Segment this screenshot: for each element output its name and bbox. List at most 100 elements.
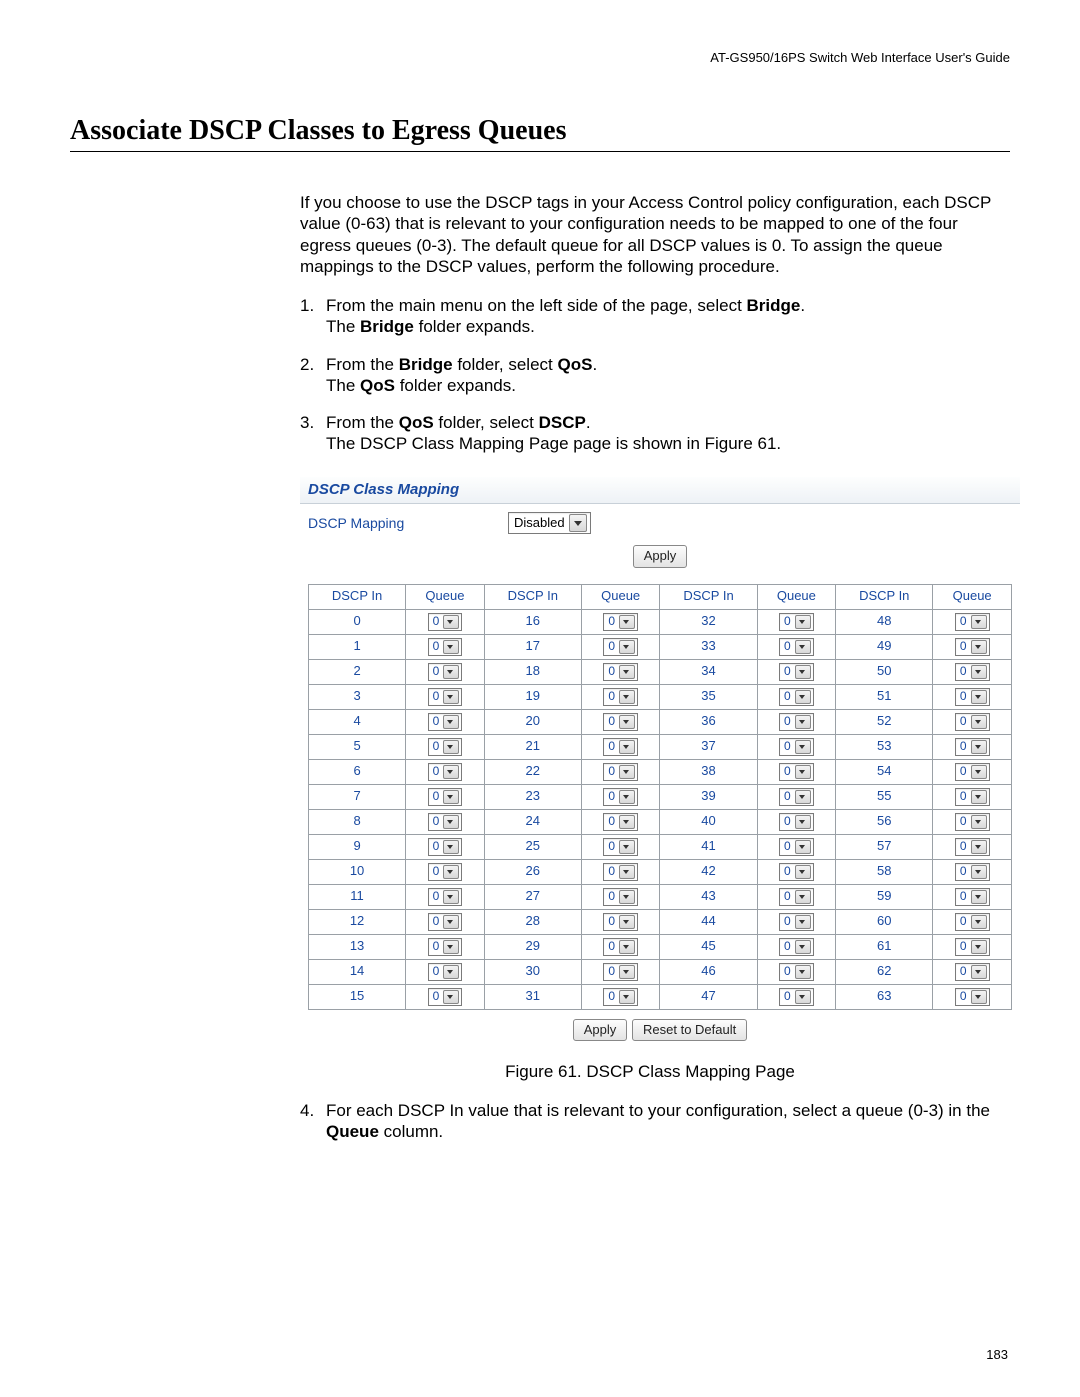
queue-select[interactable]: 0	[428, 763, 463, 781]
queue-select[interactable]: 0	[603, 838, 638, 856]
queue-cell: 0	[933, 884, 1012, 909]
queue-select[interactable]: 0	[779, 763, 814, 781]
queue-select[interactable]: 0	[779, 938, 814, 956]
queue-select[interactable]: 0	[603, 663, 638, 681]
reset-button[interactable]: Reset to Default	[632, 1019, 747, 1041]
queue-select[interactable]: 0	[428, 988, 463, 1006]
queue-select[interactable]: 0	[779, 913, 814, 931]
queue-select[interactable]: 0	[779, 813, 814, 831]
queue-value: 0	[608, 864, 615, 879]
queue-value: 0	[784, 639, 791, 654]
queue-select[interactable]: 0	[603, 688, 638, 706]
queue-select[interactable]: 0	[603, 963, 638, 981]
queue-select[interactable]: 0	[603, 738, 638, 756]
queue-select[interactable]: 0	[603, 863, 638, 881]
queue-select[interactable]: 0	[428, 963, 463, 981]
queue-select[interactable]: 0	[428, 813, 463, 831]
queue-select[interactable]: 0	[955, 713, 990, 731]
queue-value: 0	[784, 914, 791, 929]
queue-cell: 0	[406, 809, 485, 834]
chevron-down-icon	[795, 940, 811, 954]
dscp-in-cell: 15	[309, 984, 406, 1009]
queue-select[interactable]: 0	[779, 863, 814, 881]
queue-select[interactable]: 0	[603, 888, 638, 906]
queue-select[interactable]: 0	[955, 988, 990, 1006]
queue-select[interactable]: 0	[955, 888, 990, 906]
queue-select[interactable]: 0	[428, 788, 463, 806]
queue-select[interactable]: 0	[428, 663, 463, 681]
chevron-down-icon	[795, 890, 811, 904]
queue-select[interactable]: 0	[603, 713, 638, 731]
queue-select[interactable]: 0	[779, 963, 814, 981]
queue-select[interactable]: 0	[428, 713, 463, 731]
queue-select[interactable]: 0	[955, 963, 990, 981]
queue-select[interactable]: 0	[603, 638, 638, 656]
queue-select[interactable]: 0	[955, 913, 990, 931]
queue-select[interactable]: 0	[955, 763, 990, 781]
queue-cell: 0	[581, 859, 660, 884]
queue-select[interactable]: 0	[428, 913, 463, 931]
queue-cell: 0	[581, 784, 660, 809]
table-row: 40200360520	[309, 709, 1012, 734]
col-dscp: DSCP In	[660, 584, 757, 609]
queue-select[interactable]: 0	[779, 738, 814, 756]
queue-select[interactable]: 0	[428, 888, 463, 906]
apply-button-bottom[interactable]: Apply	[573, 1019, 628, 1041]
dscp-in-cell: 18	[484, 659, 581, 684]
dscp-in-cell: 34	[660, 659, 757, 684]
queue-select[interactable]: 0	[428, 863, 463, 881]
queue-cell: 0	[757, 984, 836, 1009]
dscp-in-cell: 4	[309, 709, 406, 734]
queue-select[interactable]: 0	[779, 663, 814, 681]
queue-select[interactable]: 0	[955, 863, 990, 881]
queue-select[interactable]: 0	[603, 988, 638, 1006]
queue-select[interactable]: 0	[603, 938, 638, 956]
queue-value: 0	[784, 964, 791, 979]
queue-select[interactable]: 0	[603, 788, 638, 806]
chevron-down-icon	[795, 690, 811, 704]
queue-select[interactable]: 0	[955, 938, 990, 956]
queue-select[interactable]: 0	[955, 638, 990, 656]
queue-select[interactable]: 0	[603, 913, 638, 931]
dscp-mapping-select[interactable]: Disabled	[508, 512, 591, 534]
chevron-down-icon	[443, 990, 459, 1004]
queue-select[interactable]: 0	[428, 613, 463, 631]
queue-select[interactable]: 0	[779, 613, 814, 631]
chevron-down-icon	[443, 690, 459, 704]
queue-select[interactable]: 0	[779, 788, 814, 806]
queue-cell: 0	[581, 684, 660, 709]
queue-select[interactable]: 0	[603, 613, 638, 631]
queue-cell: 0	[933, 609, 1012, 634]
queue-select[interactable]: 0	[779, 638, 814, 656]
queue-select[interactable]: 0	[603, 813, 638, 831]
queue-select[interactable]: 0	[428, 838, 463, 856]
queue-select[interactable]: 0	[428, 688, 463, 706]
queue-select[interactable]: 0	[779, 888, 814, 906]
dscp-in-cell: 46	[660, 959, 757, 984]
queue-select[interactable]: 0	[779, 838, 814, 856]
queue-select[interactable]: 0	[779, 713, 814, 731]
queue-select[interactable]: 0	[779, 688, 814, 706]
apply-button-top[interactable]: Apply	[633, 545, 688, 567]
queue-select[interactable]: 0	[428, 638, 463, 656]
queue-cell: 0	[581, 734, 660, 759]
queue-select[interactable]: 0	[955, 788, 990, 806]
queue-select[interactable]: 0	[955, 813, 990, 831]
queue-select[interactable]: 0	[955, 613, 990, 631]
dscp-in-cell: 60	[836, 909, 933, 934]
queue-cell: 0	[581, 884, 660, 909]
dscp-in-cell: 59	[836, 884, 933, 909]
queue-select[interactable]: 0	[955, 688, 990, 706]
queue-select[interactable]: 0	[428, 738, 463, 756]
queue-select[interactable]: 0	[955, 663, 990, 681]
table-row: 150310470630	[309, 984, 1012, 1009]
queue-select[interactable]: 0	[779, 988, 814, 1006]
dscp-in-cell: 48	[836, 609, 933, 634]
chevron-down-icon	[971, 690, 987, 704]
queue-cell: 0	[933, 709, 1012, 734]
queue-select[interactable]: 0	[603, 763, 638, 781]
queue-select[interactable]: 0	[955, 738, 990, 756]
queue-select[interactable]: 0	[955, 838, 990, 856]
queue-select[interactable]: 0	[428, 938, 463, 956]
dscp-in-cell: 32	[660, 609, 757, 634]
